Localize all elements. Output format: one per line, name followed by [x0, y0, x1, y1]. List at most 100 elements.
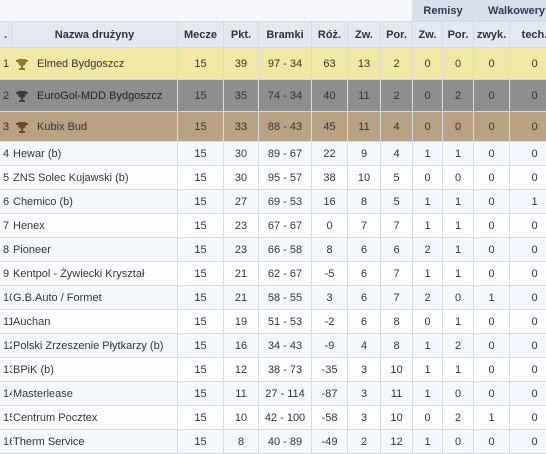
cell-text: 0 — [488, 89, 495, 102]
stat-cell: 39 — [224, 48, 259, 80]
column-header-text: Zw. — [355, 28, 373, 41]
stat-cell: -2 — [312, 310, 348, 334]
stat-cell: 45 — [312, 112, 348, 142]
stat-cell: 0 — [510, 430, 546, 454]
cell-text: 7 — [393, 219, 400, 232]
stat-cell: 1 — [413, 142, 443, 166]
cell-text: 34 - 43 — [267, 339, 303, 352]
stat-cell: 42 - 100 — [259, 406, 312, 430]
cell-text: 1 — [454, 147, 462, 160]
cell-text: 0 — [454, 387, 462, 400]
cell-text: 0 — [488, 267, 495, 280]
team-name: Masterlease — [12, 382, 178, 406]
stat-cell: 0 — [474, 48, 510, 80]
position: 14 — [0, 382, 12, 406]
cell-text: 3 — [360, 411, 368, 424]
cell-text: 0 — [326, 219, 333, 232]
stat-cell: 8 — [381, 334, 413, 358]
cell-text: 0 — [531, 411, 538, 424]
trophy-icon — [16, 90, 28, 102]
position: 2 — [0, 80, 12, 112]
stat-cell: 7 — [381, 286, 413, 310]
cell-text: 45 — [323, 120, 336, 133]
stat-cell: 51 - 53 — [259, 310, 312, 334]
stat-cell: 0 — [510, 142, 546, 166]
cell-text: 0 — [424, 89, 431, 102]
cell-text: 7 — [360, 219, 368, 232]
team-name: Pioneer — [12, 238, 178, 262]
stat-cell: 0 — [510, 334, 546, 358]
cell-text: 13 — [357, 57, 371, 70]
stat-cell: 6 — [381, 238, 413, 262]
column-header: . — [0, 22, 12, 48]
cell-text: 2 — [360, 435, 368, 448]
stat-cell: 38 — [312, 166, 348, 190]
stat-cell: 0 — [312, 214, 348, 238]
stat-cell: 35 — [224, 80, 259, 112]
position-text: 11 — [3, 315, 12, 328]
cell-text: 3 — [360, 363, 368, 376]
position: 15 — [0, 406, 12, 430]
stat-cell: 15 — [178, 112, 224, 142]
cell-text: 1 — [424, 387, 431, 400]
column-header-text: Por. — [447, 28, 469, 41]
stat-cell: 0 — [413, 80, 443, 112]
cell-text: 6 — [360, 291, 368, 304]
cell-text: 19 — [234, 315, 248, 328]
position: 9 — [0, 262, 12, 286]
stat-cell: 0 — [474, 112, 510, 142]
stat-cell: 16 — [312, 190, 348, 214]
cell-text: -49 — [321, 435, 338, 448]
cell-text: 40 - 89 — [267, 435, 303, 448]
stat-cell: 15 — [178, 358, 224, 382]
cell-text: 3 — [360, 387, 368, 400]
cell-text: 0 — [488, 195, 495, 208]
position: 7 — [0, 214, 12, 238]
cell-text: 4 — [360, 339, 368, 352]
stat-cell: 0 — [474, 166, 510, 190]
cell-text: 33 — [234, 120, 248, 133]
stat-cell: 8 — [381, 310, 413, 334]
cell-text: 1 — [424, 147, 431, 160]
cell-text: 11 — [390, 387, 403, 400]
column-header: Mecze — [178, 22, 224, 48]
cell-text: 15 — [194, 89, 207, 102]
cell-text: 66 - 58 — [267, 243, 303, 256]
stat-cell: 15 — [178, 406, 224, 430]
group-header: Remisy — [413, 0, 474, 22]
stat-cell: 0 — [510, 310, 546, 334]
stat-cell: 88 - 43 — [259, 112, 312, 142]
stat-cell: 15 — [178, 80, 224, 112]
stat-cell: 67 - 67 — [259, 214, 312, 238]
cell-text: 38 — [323, 171, 336, 184]
stat-cell: 8 — [224, 430, 259, 454]
stat-cell: 0 — [474, 80, 510, 112]
team-name: Kubix Bud — [12, 112, 178, 142]
column-header-text: tech. — [521, 28, 546, 41]
stat-cell: 15 — [178, 48, 224, 80]
stat-cell: 7 — [381, 214, 413, 238]
cell-text: -9 — [324, 339, 335, 352]
position: 13 — [0, 358, 12, 382]
cell-text: 21 — [234, 267, 248, 280]
stat-cell: 21 — [224, 286, 259, 310]
cell-text: 15 — [194, 291, 207, 304]
stat-cell: 0 — [474, 142, 510, 166]
cell-text: 0 — [531, 291, 538, 304]
stat-cell: 19 — [224, 310, 259, 334]
position-text: 5 — [3, 171, 10, 184]
stat-cell: 1 — [443, 238, 474, 262]
position-text: 3 — [3, 120, 10, 133]
stat-cell: 3 — [348, 358, 381, 382]
cell-text: 4 — [393, 120, 400, 133]
column-header: zwyk. — [474, 22, 510, 48]
cell-text: 0 — [488, 339, 495, 352]
stat-cell: 0 — [474, 190, 510, 214]
stat-cell: 1 — [443, 214, 474, 238]
cell-text: 12 — [234, 363, 248, 376]
cell-text: 5 — [393, 171, 400, 184]
stat-cell: 2 — [443, 80, 474, 112]
cell-text: 97 - 34 — [267, 57, 303, 70]
position: 6 — [0, 190, 12, 214]
column-header-text: Zw. — [418, 28, 437, 41]
